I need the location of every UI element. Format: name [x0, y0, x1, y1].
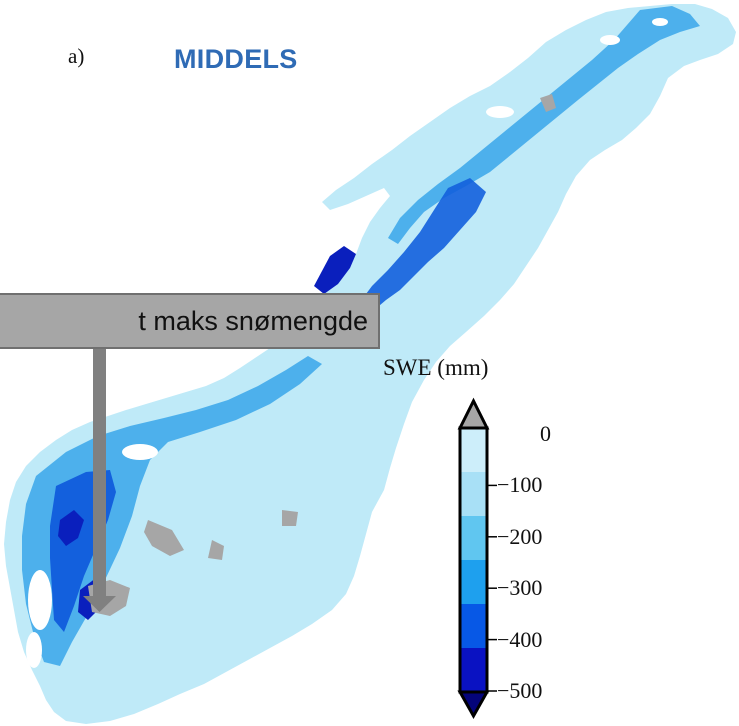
- mountain-core-north: [314, 246, 356, 294]
- legend-tick-label: −400: [497, 626, 543, 652]
- mountain-zone-nordland: [360, 178, 486, 312]
- legend-tick-label: 0: [540, 421, 551, 446]
- white-highland-patches: [26, 18, 668, 668]
- norway-landmass: [4, 4, 736, 724]
- legend-tick-label: −100: [497, 472, 543, 498]
- mountain-core-west: [58, 510, 84, 546]
- legend-tick-label: −300: [497, 575, 543, 601]
- panel-label: a): [68, 44, 85, 68]
- callout-box: t maks snømengde: [0, 293, 380, 349]
- panel-title: MIDDELS: [174, 44, 298, 74]
- callout-text: t maks snømengde: [138, 305, 368, 336]
- legend-tick-label: −500: [497, 678, 543, 703]
- legend-title: SWE (mm): [383, 355, 489, 380]
- legend-tick-label: −200: [497, 523, 543, 549]
